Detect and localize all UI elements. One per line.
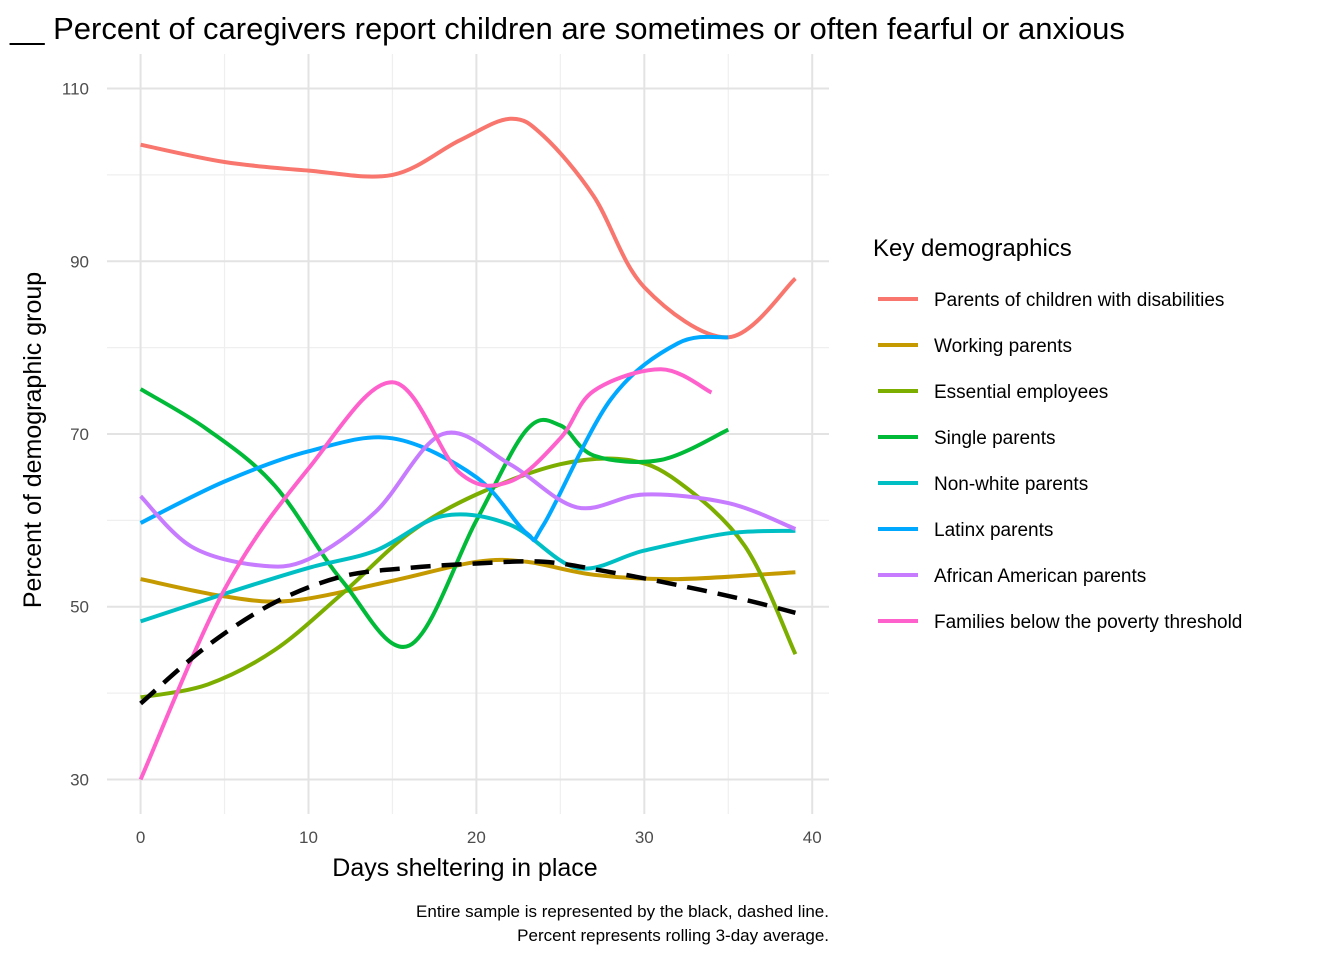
legend-label: Parents of children with disabilities xyxy=(934,290,1224,311)
x-tick-label: 40 xyxy=(803,828,822,847)
x-tick-label: 10 xyxy=(299,828,318,847)
series-line-3 xyxy=(139,387,730,649)
x-tick-label: 0 xyxy=(136,828,145,847)
grid xyxy=(107,54,829,814)
y-tick-label: 90 xyxy=(70,252,89,271)
series-line-7 xyxy=(138,367,713,781)
series-line-4 xyxy=(139,512,796,624)
x-axis-title: Days sheltering in place xyxy=(332,854,597,882)
series-line-6 xyxy=(139,430,797,569)
y-tick-label: 30 xyxy=(70,770,89,789)
y-tick-label: 70 xyxy=(70,425,89,444)
x-tick-label: 20 xyxy=(467,828,486,847)
caption-line-1: Entire sample is represented by the blac… xyxy=(416,902,829,921)
legend-label: African American parents xyxy=(934,566,1146,587)
legend-label: Essential employees xyxy=(934,382,1108,403)
series-line-2 xyxy=(140,456,798,700)
legend-label: Non-white parents xyxy=(934,474,1088,495)
series-line-0 xyxy=(140,116,797,340)
legend-label: Families below the poverty threshold xyxy=(934,612,1242,633)
legend-title: Key demographics xyxy=(873,235,1072,262)
y-tick-label: 50 xyxy=(70,598,89,617)
legend: Key demographics Parents of children wit… xyxy=(873,235,1242,633)
legend-label: Latinx parents xyxy=(934,520,1053,541)
legend-label: Working parents xyxy=(934,336,1072,357)
series-layer xyxy=(138,116,798,781)
legend-label: Single parents xyxy=(934,428,1055,449)
y-tick-labels: 30 50 70 90 110 xyxy=(62,80,89,790)
chart-title: __ Percent of caregivers report children… xyxy=(9,11,1125,46)
y-axis-title: Percent of demographic group xyxy=(19,272,47,608)
x-tick-label: 30 xyxy=(635,828,654,847)
x-tick-labels: 0 10 20 30 40 xyxy=(136,828,822,847)
caption-line-2: Percent represents rolling 3-day average… xyxy=(517,926,829,945)
series-line-entire-sample xyxy=(139,559,796,706)
y-tick-label: 110 xyxy=(62,80,89,99)
